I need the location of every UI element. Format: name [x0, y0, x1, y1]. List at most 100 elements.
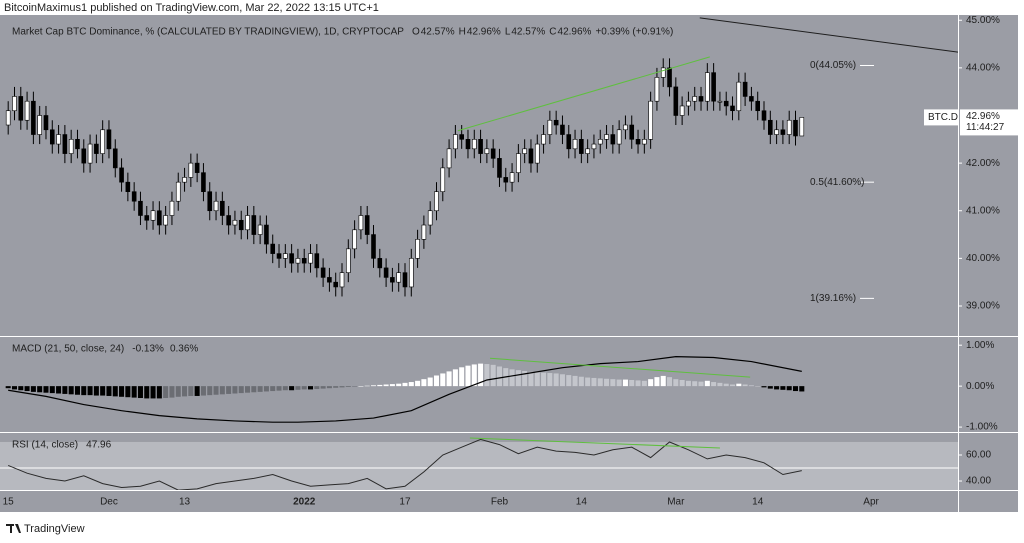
chart-background: [0, 15, 1018, 512]
histogram-bar: [459, 367, 465, 387]
histogram-bar: [692, 381, 698, 387]
histogram-bar: [559, 374, 565, 387]
histogram-bar: [679, 379, 685, 387]
candle-body: [453, 134, 458, 150]
candle-body: [75, 139, 80, 150]
candle-body: [308, 253, 313, 264]
candle-body: [232, 219, 238, 226]
histogram-bar: [377, 384, 383, 387]
candle-body: [572, 139, 578, 150]
histogram-bar: [654, 377, 660, 387]
histogram-bar: [509, 369, 515, 387]
candle-body: [667, 67, 672, 88]
brand: TradingView: [24, 523, 85, 535]
symbol: BTC.D: [928, 112, 958, 123]
histogram-bar: [396, 383, 402, 387]
histogram-bar: [106, 386, 112, 396]
x-tick-label: Mar: [667, 497, 685, 508]
histogram-bar: [522, 370, 528, 387]
histogram-bar: [402, 382, 408, 387]
fib-label: 0.5(41.60%): [810, 177, 864, 188]
y-tick-label: 0.00%: [966, 381, 994, 392]
histogram-bar: [597, 378, 603, 387]
candle-body: [257, 224, 263, 235]
y-tick-label: 45.00%: [966, 15, 1000, 26]
legend-text: H: [459, 27, 466, 38]
histogram-bar: [150, 386, 156, 399]
legend-text: MACD (21, 50, close, 24): [12, 344, 124, 355]
histogram-bar: [11, 386, 18, 390]
candle-body: [534, 143, 540, 164]
candle-body: [364, 215, 370, 235]
candle-body: [37, 115, 42, 135]
candle-body: [541, 134, 546, 145]
histogram-bar: [119, 386, 125, 397]
candle-body: [692, 96, 698, 102]
histogram-bar: [496, 366, 502, 387]
countdown: 11:44:27: [966, 122, 1005, 133]
trend-line: [489, 357, 751, 378]
histogram-bar: [755, 386, 761, 387]
legend-text: L: [505, 27, 511, 38]
price-box: [960, 109, 1018, 136]
histogram-bar: [729, 384, 736, 387]
candle-body: [736, 81, 742, 112]
x-tick-label: 2022: [293, 497, 316, 508]
candle-body: [207, 191, 213, 212]
candle-body: [201, 172, 206, 192]
histogram-bar: [219, 386, 225, 395]
histogram-bar: [18, 386, 24, 391]
histogram-bar: [471, 364, 477, 387]
candle-body: [188, 162, 194, 178]
candle-body: [616, 129, 622, 145]
y-tick-label: 39.00%: [966, 301, 1000, 312]
histogram-bar: [515, 370, 521, 387]
histogram-bar: [635, 380, 641, 387]
candle-body: [591, 143, 597, 150]
legend-text: -0.13%: [132, 344, 164, 355]
histogram-bar: [182, 386, 188, 397]
candle-body: [175, 181, 181, 202]
legend-text: 0.36%: [170, 344, 198, 355]
candle-body: [238, 219, 244, 231]
legend-text: 42.96%: [467, 27, 501, 38]
histogram-bar: [566, 375, 572, 387]
legend-text: C: [549, 27, 556, 38]
trend-line: [699, 17, 958, 53]
histogram-bar: [74, 386, 80, 395]
histogram-bar: [169, 386, 175, 398]
candle-body: [383, 267, 389, 278]
candle-body: [163, 215, 168, 226]
pane: [5, 17, 958, 299]
candle-body: [698, 96, 704, 102]
histogram-bar: [578, 376, 584, 387]
candle-body: [673, 86, 679, 116]
candle-body: [377, 258, 383, 269]
legend-text: +0.39% (+0.91%): [595, 27, 673, 38]
histogram-bar: [780, 386, 786, 390]
candle-body: [566, 134, 572, 150]
candle-body: [112, 148, 118, 169]
histogram-bar: [383, 384, 389, 387]
histogram-bar: [49, 386, 55, 394]
y-tick-label: 40.00%: [966, 253, 1000, 264]
candle-body: [597, 139, 603, 145]
histogram-bar: [616, 379, 622, 387]
candle-body: [18, 96, 24, 121]
candle-body: [264, 224, 269, 245]
candle-body: [169, 200, 175, 216]
histogram-bar: [37, 386, 43, 393]
histogram-bar: [364, 385, 370, 387]
histogram-bar: [389, 384, 395, 387]
legend-text: Market Cap BTC Dominance, % (CALCULATED …: [12, 27, 404, 38]
candle-body: [358, 215, 364, 231]
candle-body: [5, 110, 11, 126]
histogram-bar: [295, 386, 301, 390]
histogram-bar: [717, 382, 723, 387]
pane: [5, 356, 805, 423]
candle-body: [679, 105, 685, 116]
histogram-bar: [572, 375, 578, 387]
candle-body: [730, 105, 735, 112]
histogram-bar: [333, 386, 339, 388]
candle-body: [427, 210, 433, 226]
